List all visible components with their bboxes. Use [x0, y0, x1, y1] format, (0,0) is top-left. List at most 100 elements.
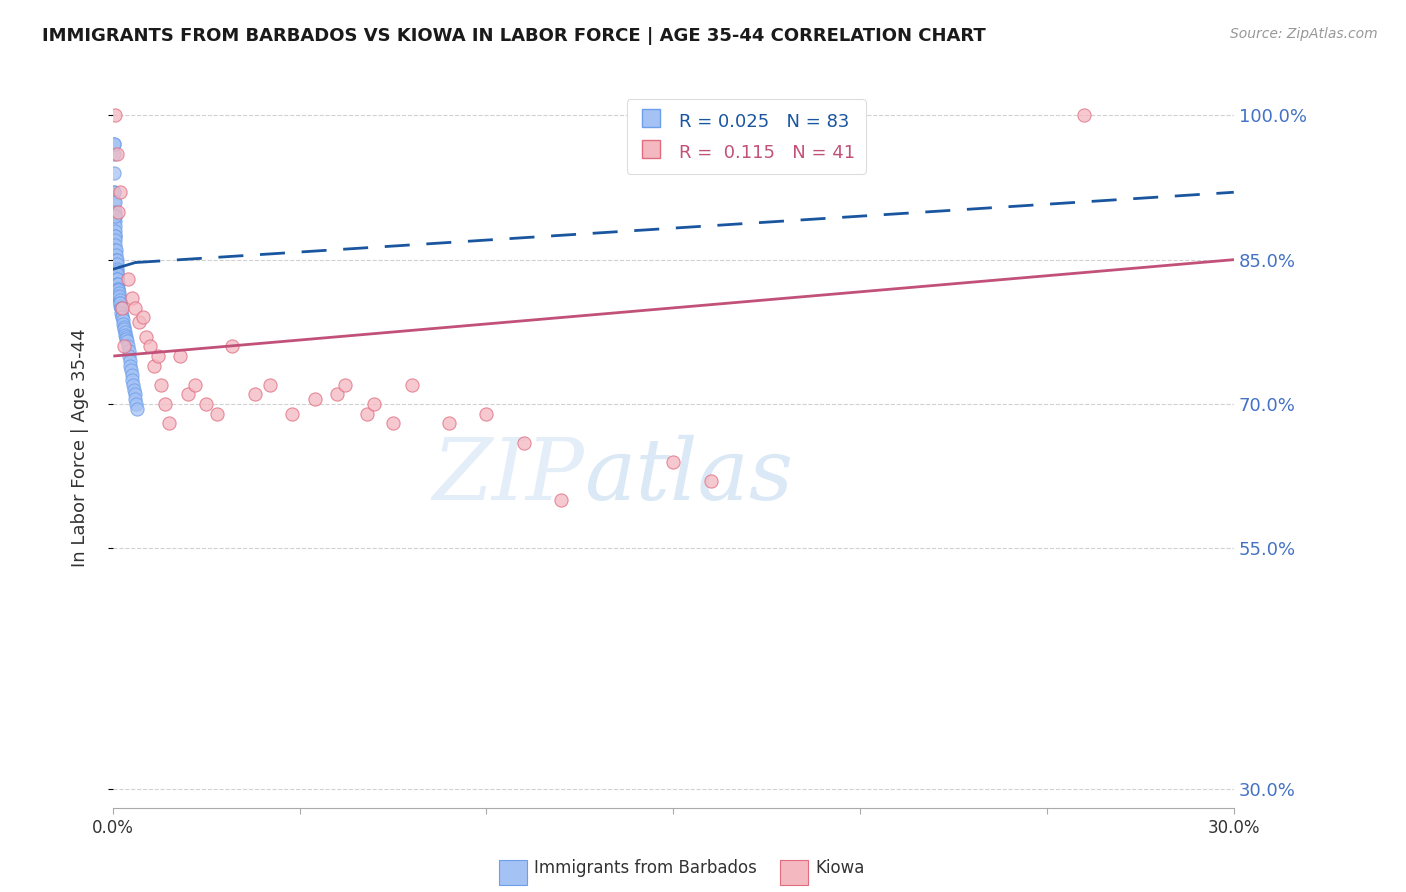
Point: [176, 387, 198, 401]
Point: [110, 186, 132, 200]
Point: [104, 248, 127, 262]
Point: [107, 284, 129, 298]
Point: [105, 257, 128, 271]
Point: [281, 407, 304, 421]
Point: [124, 392, 146, 407]
Point: [114, 325, 136, 339]
Point: [111, 301, 134, 315]
Point: [121, 291, 143, 305]
Point: [142, 359, 165, 373]
Point: [103, 146, 125, 161]
Point: [104, 224, 127, 238]
Point: [333, 377, 356, 392]
Point: [104, 257, 127, 271]
Point: [107, 204, 129, 219]
Point: [135, 329, 157, 343]
Point: [107, 286, 129, 301]
Point: [104, 234, 127, 248]
Point: [363, 397, 385, 411]
Point: [112, 339, 135, 353]
Point: [105, 257, 128, 271]
Point: [401, 377, 423, 392]
Text: ZIP: ZIP: [432, 435, 583, 517]
Text: Immigrants from Barbados: Immigrants from Barbados: [534, 859, 758, 877]
Point: [105, 277, 128, 291]
Point: [117, 344, 139, 359]
Point: [104, 108, 127, 122]
Point: [111, 309, 134, 323]
Point: [259, 377, 281, 392]
Point: [118, 353, 141, 368]
Point: [104, 252, 127, 267]
Point: [105, 272, 128, 286]
Point: [107, 281, 129, 295]
Text: atlas: atlas: [583, 435, 793, 517]
Point: [112, 317, 135, 331]
Point: [128, 315, 150, 329]
Point: [103, 137, 125, 152]
Point: [112, 320, 135, 334]
Point: [108, 291, 131, 305]
Point: [124, 387, 146, 401]
Point: [110, 299, 132, 313]
Point: [121, 368, 143, 383]
Point: [107, 281, 129, 295]
Point: [105, 146, 128, 161]
Point: [169, 349, 191, 363]
Point: [108, 293, 131, 307]
Point: [104, 228, 127, 243]
Point: [103, 186, 125, 200]
Point: [118, 349, 141, 363]
Point: [110, 301, 132, 315]
Point: [104, 204, 127, 219]
Text: Source: ZipAtlas.com: Source: ZipAtlas.com: [1230, 27, 1378, 41]
Point: [110, 301, 132, 315]
Point: [121, 373, 143, 387]
Point: [114, 327, 136, 342]
Text: Kiowa: Kiowa: [815, 859, 865, 877]
Point: [105, 272, 128, 286]
Point: [105, 252, 128, 267]
Point: [122, 383, 145, 397]
Point: [146, 349, 169, 363]
Point: [356, 407, 378, 421]
Point: [103, 194, 125, 209]
Point: [125, 401, 148, 416]
Point: [207, 407, 229, 421]
Point: [120, 363, 142, 377]
Point: [103, 137, 125, 152]
Point: [125, 397, 148, 411]
Point: [513, 435, 536, 450]
Point: [662, 455, 685, 469]
Point: [124, 301, 146, 315]
Point: [105, 264, 128, 278]
Point: [104, 228, 127, 243]
Point: [103, 204, 125, 219]
Point: [110, 305, 132, 319]
Point: [103, 166, 125, 180]
Y-axis label: In Labor Force | Age 35-44: In Labor Force | Age 35-44: [72, 328, 89, 566]
Point: [108, 289, 131, 303]
Point: [108, 286, 131, 301]
Point: [104, 210, 127, 224]
Point: [105, 272, 128, 286]
Point: [104, 210, 127, 224]
Point: [104, 219, 127, 233]
Point: [195, 397, 218, 411]
Point: [104, 243, 127, 257]
Point: [107, 289, 129, 303]
Point: [475, 407, 498, 421]
Point: [103, 186, 125, 200]
Point: [104, 194, 127, 209]
Point: [111, 310, 134, 325]
Point: [326, 387, 349, 401]
Point: [105, 262, 128, 277]
Point: [699, 474, 721, 488]
Point: [550, 493, 572, 508]
Point: [115, 334, 138, 349]
Point: [110, 296, 132, 310]
Point: [107, 277, 129, 291]
Point: [105, 262, 128, 277]
Point: [120, 359, 142, 373]
Point: [139, 339, 162, 353]
